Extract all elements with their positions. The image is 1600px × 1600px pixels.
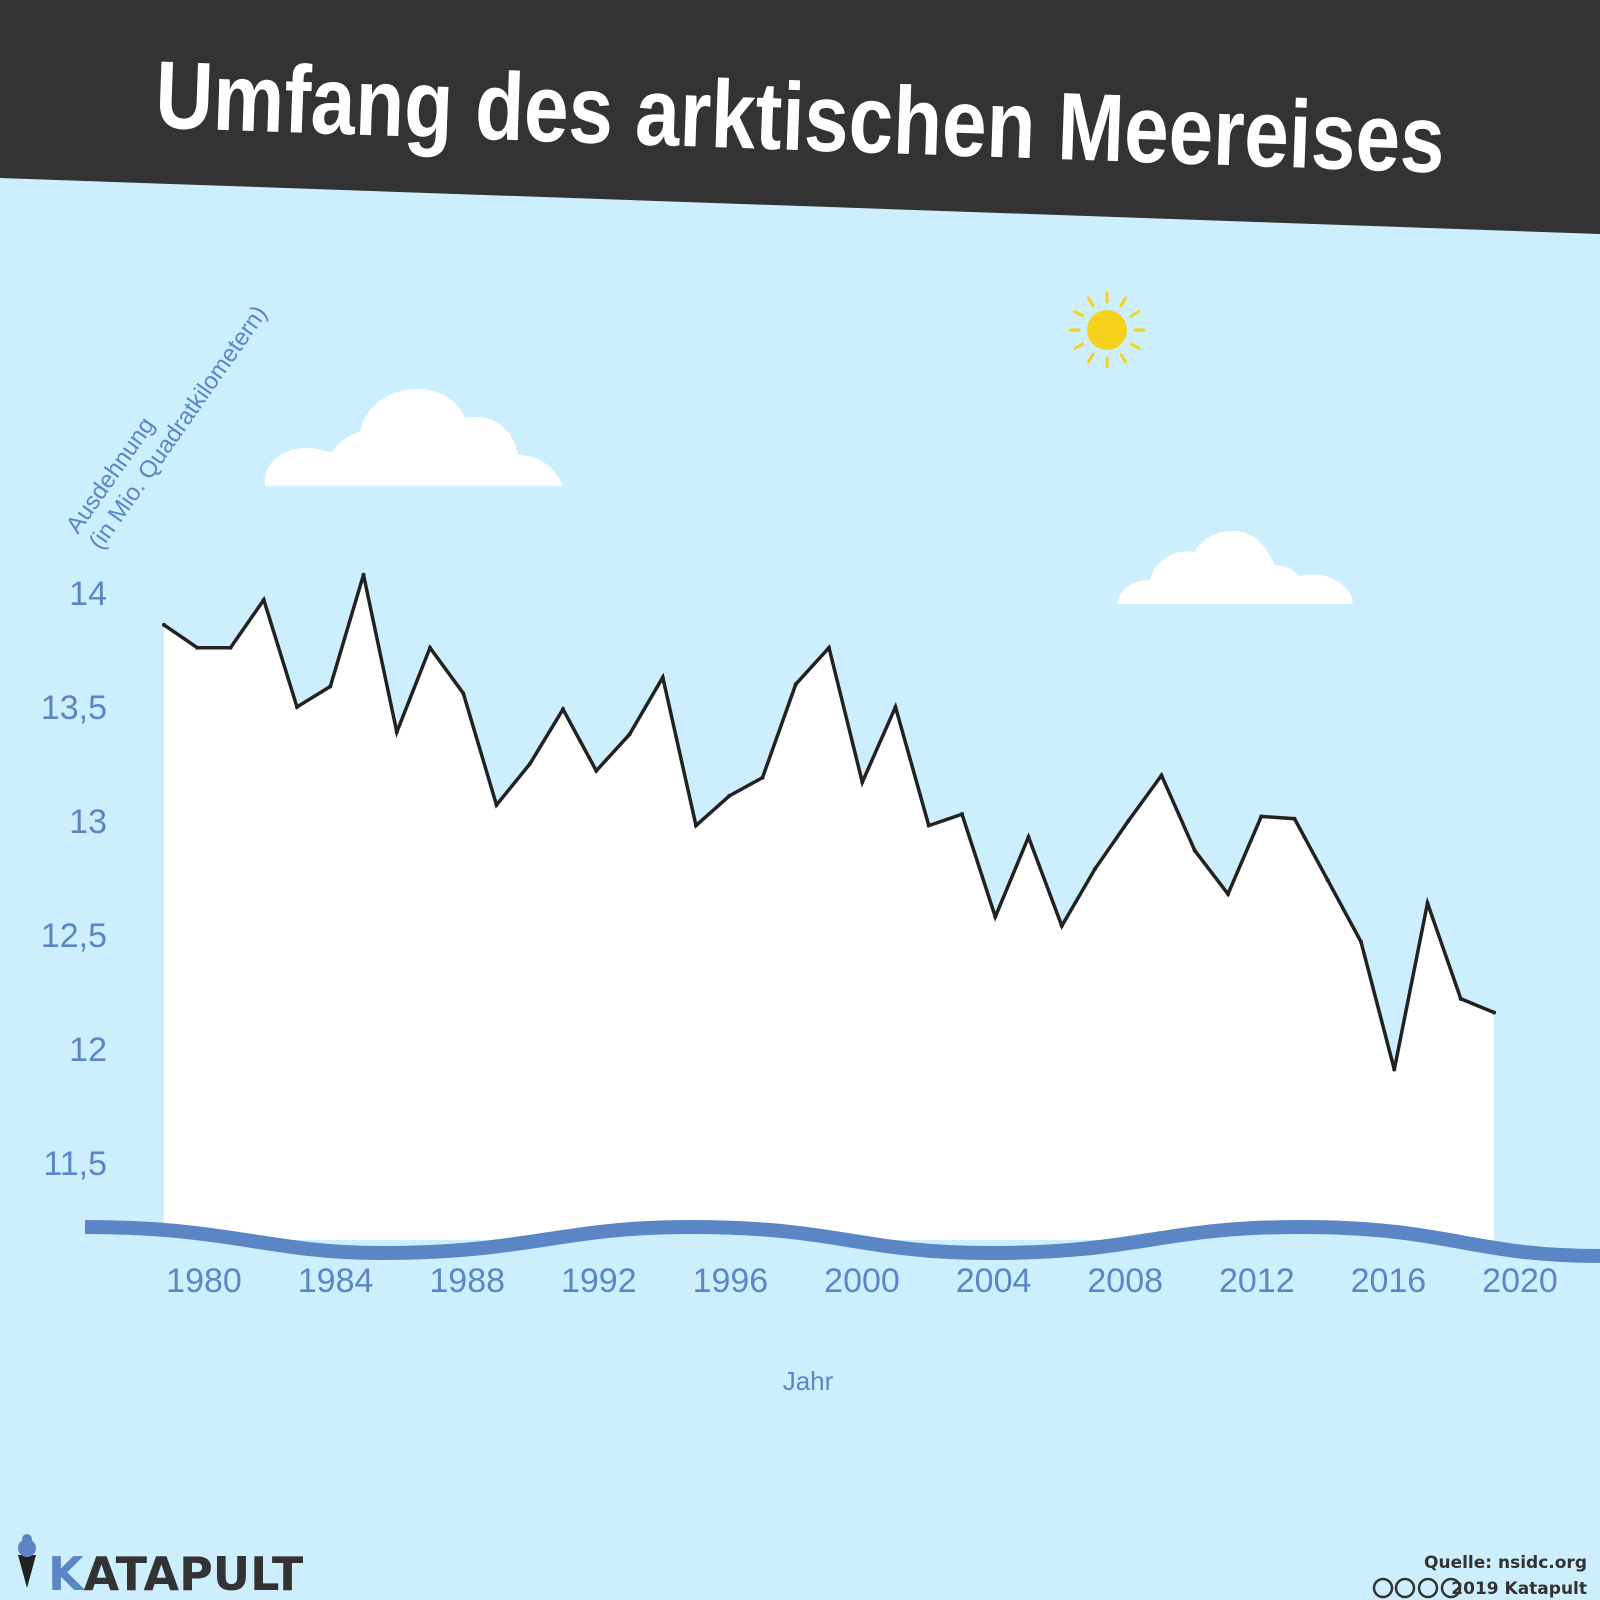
data-point-2006 xyxy=(1059,923,1064,928)
data-point-2001 xyxy=(893,705,898,709)
data-point-1988 xyxy=(461,691,466,696)
data-point-2015 xyxy=(1359,939,1363,944)
sun-ray xyxy=(1119,352,1127,364)
x-tick-label: 2012 xyxy=(1219,1262,1295,1300)
data-point-1998 xyxy=(793,682,798,687)
data-point-2005 xyxy=(1026,834,1031,839)
data-point-2017 xyxy=(1425,901,1430,906)
brand-k: K xyxy=(48,1547,86,1600)
sun-ray xyxy=(1129,342,1141,350)
sun-ray xyxy=(1119,296,1127,308)
brand-rest: ATAPULT xyxy=(84,1547,304,1600)
x-tick-label: 1980 xyxy=(166,1262,242,1300)
source-text: Quelle: nsidc.org xyxy=(1424,1553,1587,1573)
sun-ray xyxy=(1073,342,1085,350)
y-tick-label: 11,5 xyxy=(43,1145,107,1183)
x-axis-label: Jahr xyxy=(783,1366,834,1396)
sun-ray xyxy=(1087,296,1095,308)
katapult-logo: KATAPULT xyxy=(18,1534,304,1600)
data-point-1983 xyxy=(295,705,299,709)
x-tick-label: 2020 xyxy=(1482,1262,1558,1300)
data-point-2007 xyxy=(1093,866,1097,871)
data-point-1991 xyxy=(561,707,565,712)
area-fill xyxy=(164,574,1494,1240)
x-tick-label: 2016 xyxy=(1351,1262,1427,1300)
sun-ray xyxy=(1073,310,1085,318)
data-point-1986 xyxy=(394,730,399,735)
data-point-1996 xyxy=(727,793,732,798)
nc-icon xyxy=(1417,1577,1439,1599)
x-tick-label: 1992 xyxy=(561,1262,637,1300)
data-point-1993 xyxy=(627,732,632,737)
data-point-2019 xyxy=(1492,1010,1496,1015)
license-icons xyxy=(1372,1577,1462,1599)
by-icon xyxy=(1394,1577,1416,1599)
data-point-1992 xyxy=(594,768,599,773)
data-point-2013 xyxy=(1292,816,1297,821)
y-tick-label: 12 xyxy=(69,1031,107,1069)
data-point-2000 xyxy=(860,780,865,785)
data-point-2012 xyxy=(1259,814,1264,819)
y-tick-label: 13,5 xyxy=(41,689,107,727)
svg-text:KATAPULT: KATAPULT xyxy=(48,1547,304,1600)
data-point-1989 xyxy=(494,803,499,808)
y-axis-label-line2: (in Mio. Quadratkilometern) xyxy=(84,301,273,555)
data-point-1990 xyxy=(527,762,532,766)
y-tick-label: 13 xyxy=(69,803,107,841)
data-point-2002 xyxy=(926,823,931,828)
cc-icon xyxy=(1372,1577,1394,1599)
data-point-1995 xyxy=(694,823,698,828)
data-point-2018 xyxy=(1458,996,1463,1001)
ice-cream-icon xyxy=(18,1555,36,1588)
data-point-2009 xyxy=(1159,773,1164,778)
cloud-icon xyxy=(1117,530,1353,604)
x-tick-label: 1996 xyxy=(693,1262,769,1300)
x-tick-label: 1988 xyxy=(429,1262,505,1300)
data-point-2008 xyxy=(1126,819,1131,823)
data-point-2016 xyxy=(1392,1067,1397,1072)
data-point-1984 xyxy=(328,684,333,689)
sun-icon xyxy=(1068,291,1146,369)
sun-ray xyxy=(1087,352,1095,364)
x-tick-label: 2004 xyxy=(956,1262,1032,1300)
copyright-text: 2019 Katapult xyxy=(1451,1579,1587,1599)
y-axis-label: Ausdehnung (in Mio. Quadratkilometern) xyxy=(61,301,273,555)
data-point-1982 xyxy=(261,597,266,602)
data-point-2003 xyxy=(960,812,964,817)
y-tick-label: 12,5 xyxy=(41,917,107,955)
x-tick-label: 2000 xyxy=(824,1262,900,1300)
data-point-2010 xyxy=(1192,848,1197,853)
wave-underfill xyxy=(85,1226,1600,1300)
data-point-1987 xyxy=(428,645,432,650)
data-point-1985 xyxy=(361,572,366,577)
data-point-1979 xyxy=(162,622,166,627)
data-point-2011 xyxy=(1226,891,1230,896)
data-point-1997 xyxy=(760,775,765,780)
x-tick-label: 1984 xyxy=(298,1262,374,1300)
data-point-2004 xyxy=(993,914,998,919)
y-tick-label: 14 xyxy=(69,575,107,613)
x-tick-label: 2008 xyxy=(1087,1262,1163,1300)
nd-icon xyxy=(1440,1577,1462,1599)
sun-ray xyxy=(1129,310,1141,318)
data-point-1981 xyxy=(228,645,233,650)
header-band xyxy=(0,0,1600,234)
cloud-icon xyxy=(264,388,563,486)
data-point-1994 xyxy=(660,675,665,680)
data-point-2014 xyxy=(1325,878,1330,883)
wave-line xyxy=(84,1219,1600,1263)
data-point-1980 xyxy=(195,645,200,650)
data-point-1999 xyxy=(827,645,831,650)
